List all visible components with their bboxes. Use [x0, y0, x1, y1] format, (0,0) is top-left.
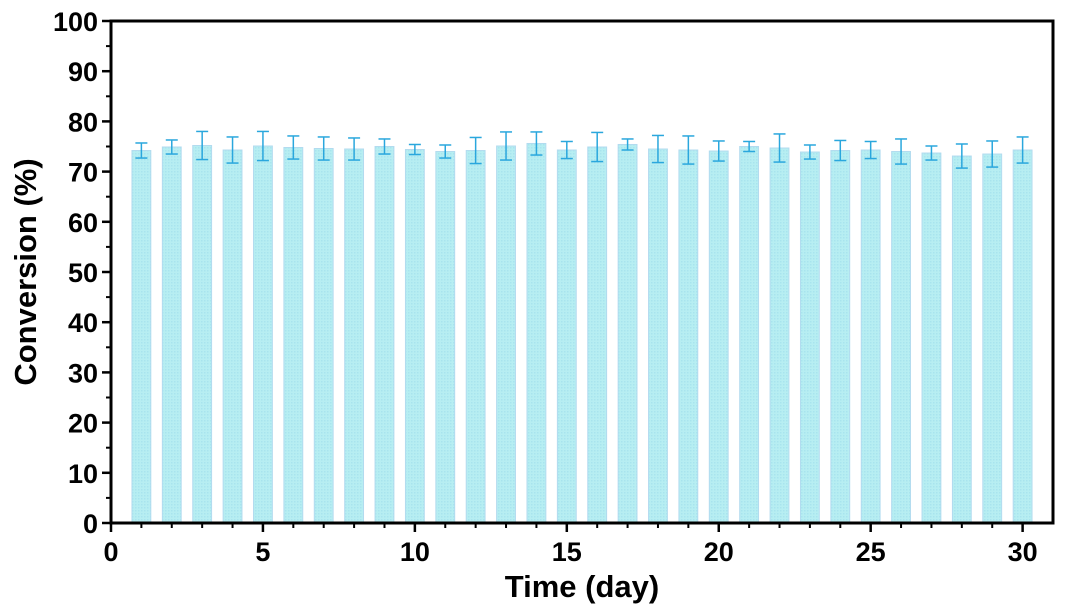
- x-tick-label: 15: [552, 537, 582, 567]
- bar: [587, 146, 608, 524]
- bar: [891, 151, 911, 524]
- bar: [465, 150, 486, 524]
- x-tick-label: 20: [704, 537, 734, 567]
- y-tick-label: 30: [68, 358, 98, 388]
- bar: [617, 143, 638, 524]
- bar: [678, 149, 699, 524]
- bar: [769, 147, 790, 524]
- bar: [556, 149, 577, 524]
- y-tick-label: 0: [83, 509, 98, 539]
- x-tick-label: 10: [400, 537, 430, 567]
- bar: [283, 147, 304, 524]
- bar: [496, 145, 516, 524]
- bar: [526, 142, 547, 524]
- x-tick-label: 0: [103, 537, 118, 567]
- y-tick-label: 50: [68, 258, 98, 288]
- bar: [253, 145, 273, 524]
- y-tick-label: 10: [68, 459, 98, 489]
- bar: [951, 155, 972, 524]
- y-axis-label: Conversion (%): [8, 158, 43, 385]
- bar: [374, 146, 395, 524]
- bar: [435, 151, 456, 524]
- plot-frame: [109, 19, 1055, 525]
- error-bars-layer: [135, 130, 1029, 169]
- bar: [131, 150, 152, 524]
- bar: [648, 148, 668, 524]
- bar: [404, 149, 425, 524]
- bar: [921, 152, 942, 524]
- axes-layer: 0 5 10 15 20 25 30 0 10 20 30 40 50 60 70 80 90 100: [53, 7, 1038, 567]
- y-tick-label: 60: [68, 208, 98, 238]
- bar: [708, 150, 729, 524]
- y-tick-label: 20: [68, 409, 98, 439]
- bar: [860, 149, 881, 524]
- bar: [192, 145, 213, 524]
- x-tick-label: 25: [856, 537, 886, 567]
- y-tick-label: 70: [68, 158, 98, 188]
- bar: [313, 148, 334, 524]
- bar: [830, 150, 851, 524]
- x-axis-label: Time (day): [505, 569, 659, 604]
- bar: [799, 151, 820, 524]
- y-tick-label: 80: [68, 107, 98, 137]
- x-tick-label: 30: [1008, 537, 1038, 567]
- x-tick-label: 5: [255, 537, 270, 567]
- bar: [982, 153, 1003, 524]
- bar: [222, 149, 243, 524]
- y-tick-label: 40: [68, 308, 98, 338]
- bar: [1012, 149, 1033, 524]
- bar: [344, 148, 365, 524]
- bars-layer: [131, 142, 1033, 524]
- bar: [161, 146, 182, 524]
- y-tick-label: 100: [53, 7, 98, 37]
- y-tick-label: 90: [68, 57, 98, 87]
- bar: [739, 146, 760, 524]
